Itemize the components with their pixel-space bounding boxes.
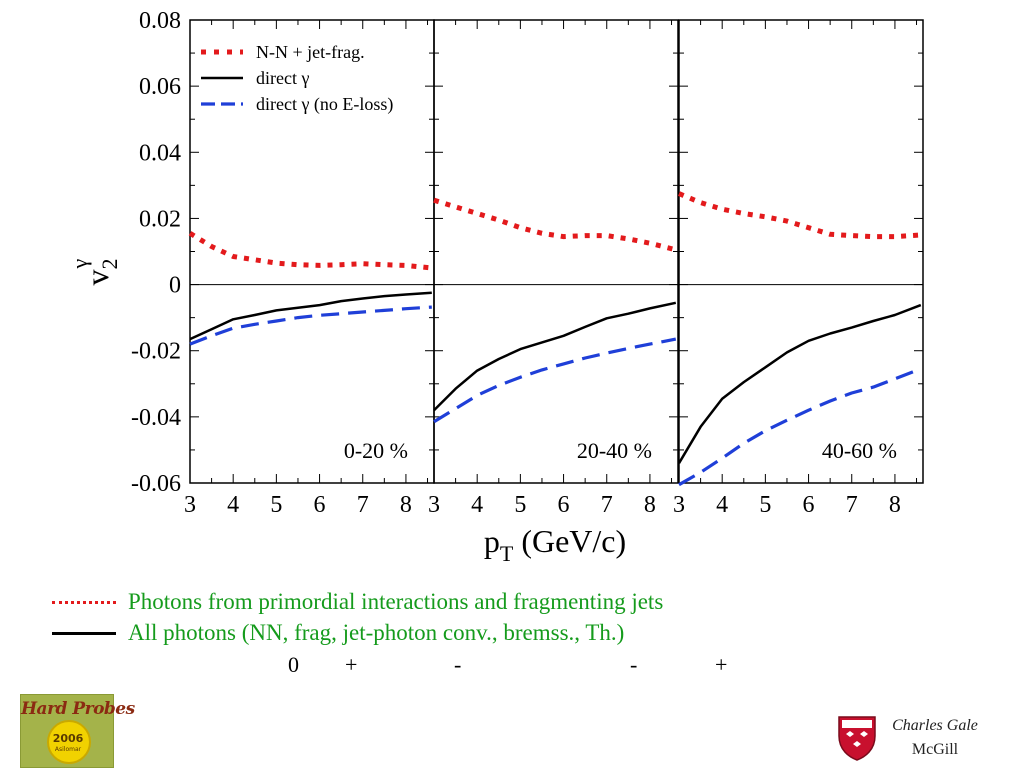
series-line-solid [677,303,922,464]
x-tick-label: 6 [314,492,326,518]
logo-title: Hard Probes [21,699,135,719]
legend-entry-label: N-N + jet-frag. [256,42,365,62]
series-line-dotted [188,231,433,271]
legend-entry-label: direct γ (no E-loss) [256,94,393,115]
credit-name: Charles Gale [892,717,978,734]
panel-centrality-label: 0-20 % [344,438,408,463]
x-tick-label: 7 [846,492,858,518]
x-tick-label: 5 [759,492,771,518]
series-line-dashed [678,367,922,487]
panel-20-40: 3 4 5 6 7 8 20-40 % [428,19,679,518]
y-tick-label: -0.06 [131,471,181,497]
x-tick-label: 4 [471,492,483,518]
note-primordial-photons: Photons from primordial interactions and… [128,589,664,614]
credit-affiliation: McGill [911,741,959,758]
note-swatch-dotted [52,601,116,604]
sign-mark: - [454,652,462,677]
logo-year: 2006 [52,732,84,745]
y-axis-label: v2γ [67,259,122,286]
panel-40-60: 3 4 5 6 7 8 40-60 % [673,19,924,518]
series-line-solid [189,291,432,341]
series-line-dotted [678,191,921,240]
panel-0-20: 3 4 5 6 7 8 0-20 % [184,19,435,518]
y-tick-label: 0.08 [139,8,181,34]
y-tick-label: 0.04 [139,140,181,166]
x-tick-label: 7 [357,492,369,518]
x-tick-label: 4 [716,492,728,518]
x-tick-label: 6 [558,492,570,518]
note-all-photons: All photons (NN, frag, jet-photon conv.,… [128,620,625,645]
x-tick-label: 3 [184,492,196,518]
series-line-dotted [433,197,677,253]
logo-disc [47,720,91,764]
x-tick-label: 3 [428,492,440,518]
panel-frame [189,19,435,484]
y-tick-label: 0.02 [139,206,181,232]
x-axis-label: pT (GeV/c) [484,523,626,566]
v2-gamma-chart: 3 4 5 6 7 8 0-20 % 3 4 5 6 7 8 20-40 % 3 4 5 6 7 8 40-60 % -0… [67,8,924,566]
x-tick-label: 3 [673,492,685,518]
x-tick-label: 5 [270,492,282,518]
x-tick-label: 5 [514,492,526,518]
panel-centrality-label: 40-60 % [822,438,897,463]
x-tick-label: 7 [601,492,613,518]
sign-mark: - [630,652,638,677]
x-tick-label: 8 [644,492,656,518]
series-line-dashed [189,305,432,346]
x-tick-label: 4 [227,492,239,518]
mcgill-crest-icon [838,716,876,761]
panel-centrality-label: 20-40 % [577,438,652,463]
legend-entry-label: direct γ [256,68,309,88]
note-swatch-solid [52,632,116,635]
y-tick-label: 0.06 [139,74,181,100]
x-tick-label: 8 [889,492,901,518]
y-tick-label: 0 [169,273,181,299]
series-line-dashed [433,337,677,424]
series-line-solid [433,301,677,412]
logo-place: Asilomar [54,746,82,753]
sign-mark: + [345,652,358,677]
sign-mark: + [715,652,728,677]
sign-mark: 0 [288,652,299,677]
x-tick-label: 8 [400,492,412,518]
x-tick-label: 6 [803,492,815,518]
panel-frame [433,19,679,484]
hard-probes-logo: Hard Probes 2006 Asilomar [20,694,135,768]
y-tick-label: -0.04 [131,405,181,431]
y-tick-label: -0.02 [131,339,181,365]
